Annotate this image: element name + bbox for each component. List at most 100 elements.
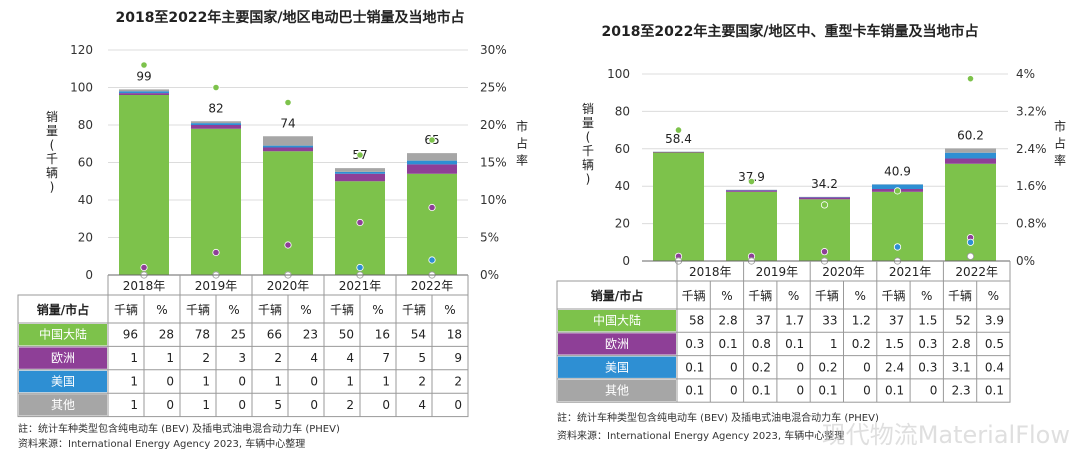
bar-total-label: 82 — [208, 101, 223, 115]
share-value: 23 — [303, 328, 318, 342]
share-marker-china — [966, 75, 975, 83]
chart-title: 2018至2022年主要国家/地区中、重型卡车销量及当地市占 — [601, 23, 978, 40]
bar-segment-other — [335, 168, 385, 172]
footnote: 註：统计车种类型包含纯电动车 (BEV) 及插电式油电混合动力车 (PHEV) — [557, 411, 879, 424]
sales-value: 2 — [346, 398, 354, 412]
sales-value: 2.3 — [952, 384, 971, 398]
sales-value: 0.1 — [685, 384, 704, 398]
share-value: 3 — [238, 351, 246, 365]
sales-value: 58 — [689, 314, 704, 328]
y-axis-label-char: ( — [586, 130, 591, 144]
share-value: 0.1 — [785, 337, 804, 351]
row-label-bg-china — [558, 310, 676, 332]
share-marker-china — [284, 98, 292, 107]
bar-segment-china — [119, 95, 169, 275]
share-value: 0 — [166, 398, 174, 412]
y-axis-label-char: 千 — [582, 144, 594, 158]
row-label-bg-europe — [19, 347, 107, 369]
row-label-bg-other — [19, 394, 107, 416]
bar-total-label: 34.2 — [811, 177, 838, 191]
share-value: 16 — [375, 328, 390, 342]
y2-axis-label-char: 占 — [516, 136, 528, 151]
sales-value: 1 — [202, 375, 210, 389]
share-value: 0 — [930, 384, 938, 398]
sales-value: 2 — [202, 351, 210, 365]
unit-sales-header: 千辆 — [881, 289, 905, 303]
y-axis-label-char: 辆 — [582, 158, 594, 172]
bar-segment-europe — [119, 93, 169, 95]
unit-sales-header: 千辆 — [186, 303, 210, 317]
y-tick-label: 120 — [70, 43, 93, 57]
share-marker-europe — [820, 248, 829, 256]
share-marker-other — [966, 252, 975, 260]
sales-value: 1 — [346, 375, 354, 389]
bar-segment-europe — [335, 173, 385, 182]
sales-value: 0.3 — [685, 337, 704, 351]
share-value: 0 — [238, 398, 246, 412]
bar-segment-europe — [263, 147, 313, 152]
y2-tick-label: 2.4% — [1016, 142, 1047, 156]
share-value: 0.1 — [719, 337, 738, 351]
share-value: 0 — [310, 375, 318, 389]
y-tick-label: 60 — [615, 142, 630, 156]
share-value: 0 — [730, 360, 738, 374]
y2-tick-label: 30% — [480, 43, 507, 57]
y2-axis-label-char: 率 — [1054, 153, 1066, 168]
y-tick-label: 100 — [607, 67, 630, 81]
sales-value: 2 — [418, 375, 426, 389]
share-value: 0 — [238, 375, 246, 389]
unit-share-header: % — [372, 303, 383, 317]
sales-value: 2 — [274, 351, 282, 365]
y2-tick-label: 0.8% — [1016, 217, 1047, 231]
sales-value: 0.1 — [885, 384, 904, 398]
share-value: 1 — [382, 375, 390, 389]
share-value: 0 — [797, 360, 805, 374]
share-value: 0.2 — [852, 337, 871, 351]
chart-title: 2018至2022年主要国家/地区电动巴士销量及当地市占 — [115, 9, 464, 26]
sales-value: 1 — [130, 351, 138, 365]
y-tick-label: 100 — [70, 81, 93, 95]
y2-axis-label-char: 占 — [1054, 136, 1066, 151]
bar-segment-china — [945, 163, 996, 261]
footnote: 註：统计车种类型包含纯电动车 (BEV) 及插电式油电混合动力车 (PHEV) — [18, 422, 340, 435]
share-value: 0 — [310, 398, 318, 412]
sales-value: 54 — [411, 328, 426, 342]
data-table-border — [17, 294, 469, 418]
y-tick-label: 40 — [78, 193, 93, 207]
y2-tick-label: 5% — [480, 231, 499, 245]
share-marker-usa — [428, 256, 436, 264]
bar-segment-china — [263, 151, 313, 275]
data-table-border — [556, 280, 1011, 403]
unit-sales-header: 千辆 — [815, 289, 839, 303]
row-label: 中国大陆 — [593, 313, 641, 328]
sales-value: 2.8 — [952, 337, 971, 351]
unit-share-header: % — [300, 303, 311, 317]
row-label: 中国大陆 — [39, 327, 87, 342]
row-label: 其他 — [51, 398, 75, 412]
share-marker-china — [356, 151, 364, 159]
bar-segment-europe — [191, 125, 241, 129]
sales-value: 3.1 — [952, 360, 971, 374]
share-value: 0.4 — [985, 360, 1004, 374]
y2-tick-label: 25% — [480, 81, 507, 95]
share-marker-europe — [212, 248, 220, 257]
table-header-label: 销量/市占 — [37, 302, 89, 317]
category-label: 2018年 — [123, 279, 166, 293]
unit-sales-header: 千辆 — [948, 289, 972, 303]
category-label: 2022年 — [955, 265, 998, 279]
share-marker-china — [428, 136, 436, 144]
bar-segment-other — [407, 153, 457, 161]
sales-value: 0.1 — [818, 384, 837, 398]
unit-sales-header: 千辆 — [114, 303, 138, 317]
unit-share-header: % — [444, 303, 455, 317]
share-marker-china — [893, 187, 902, 195]
sales-value: 1 — [202, 398, 210, 412]
sales-value: 2.4 — [885, 360, 904, 374]
bar-segment-other — [119, 89, 169, 92]
category-label: 2018年 — [689, 265, 732, 279]
bar-segment-usa — [191, 123, 241, 125]
bar-segment-europe — [407, 164, 457, 174]
y-axis-label-char: 千 — [46, 152, 58, 166]
footnote: 资料来源：International Energy Agency 2023, 车… — [557, 429, 844, 442]
